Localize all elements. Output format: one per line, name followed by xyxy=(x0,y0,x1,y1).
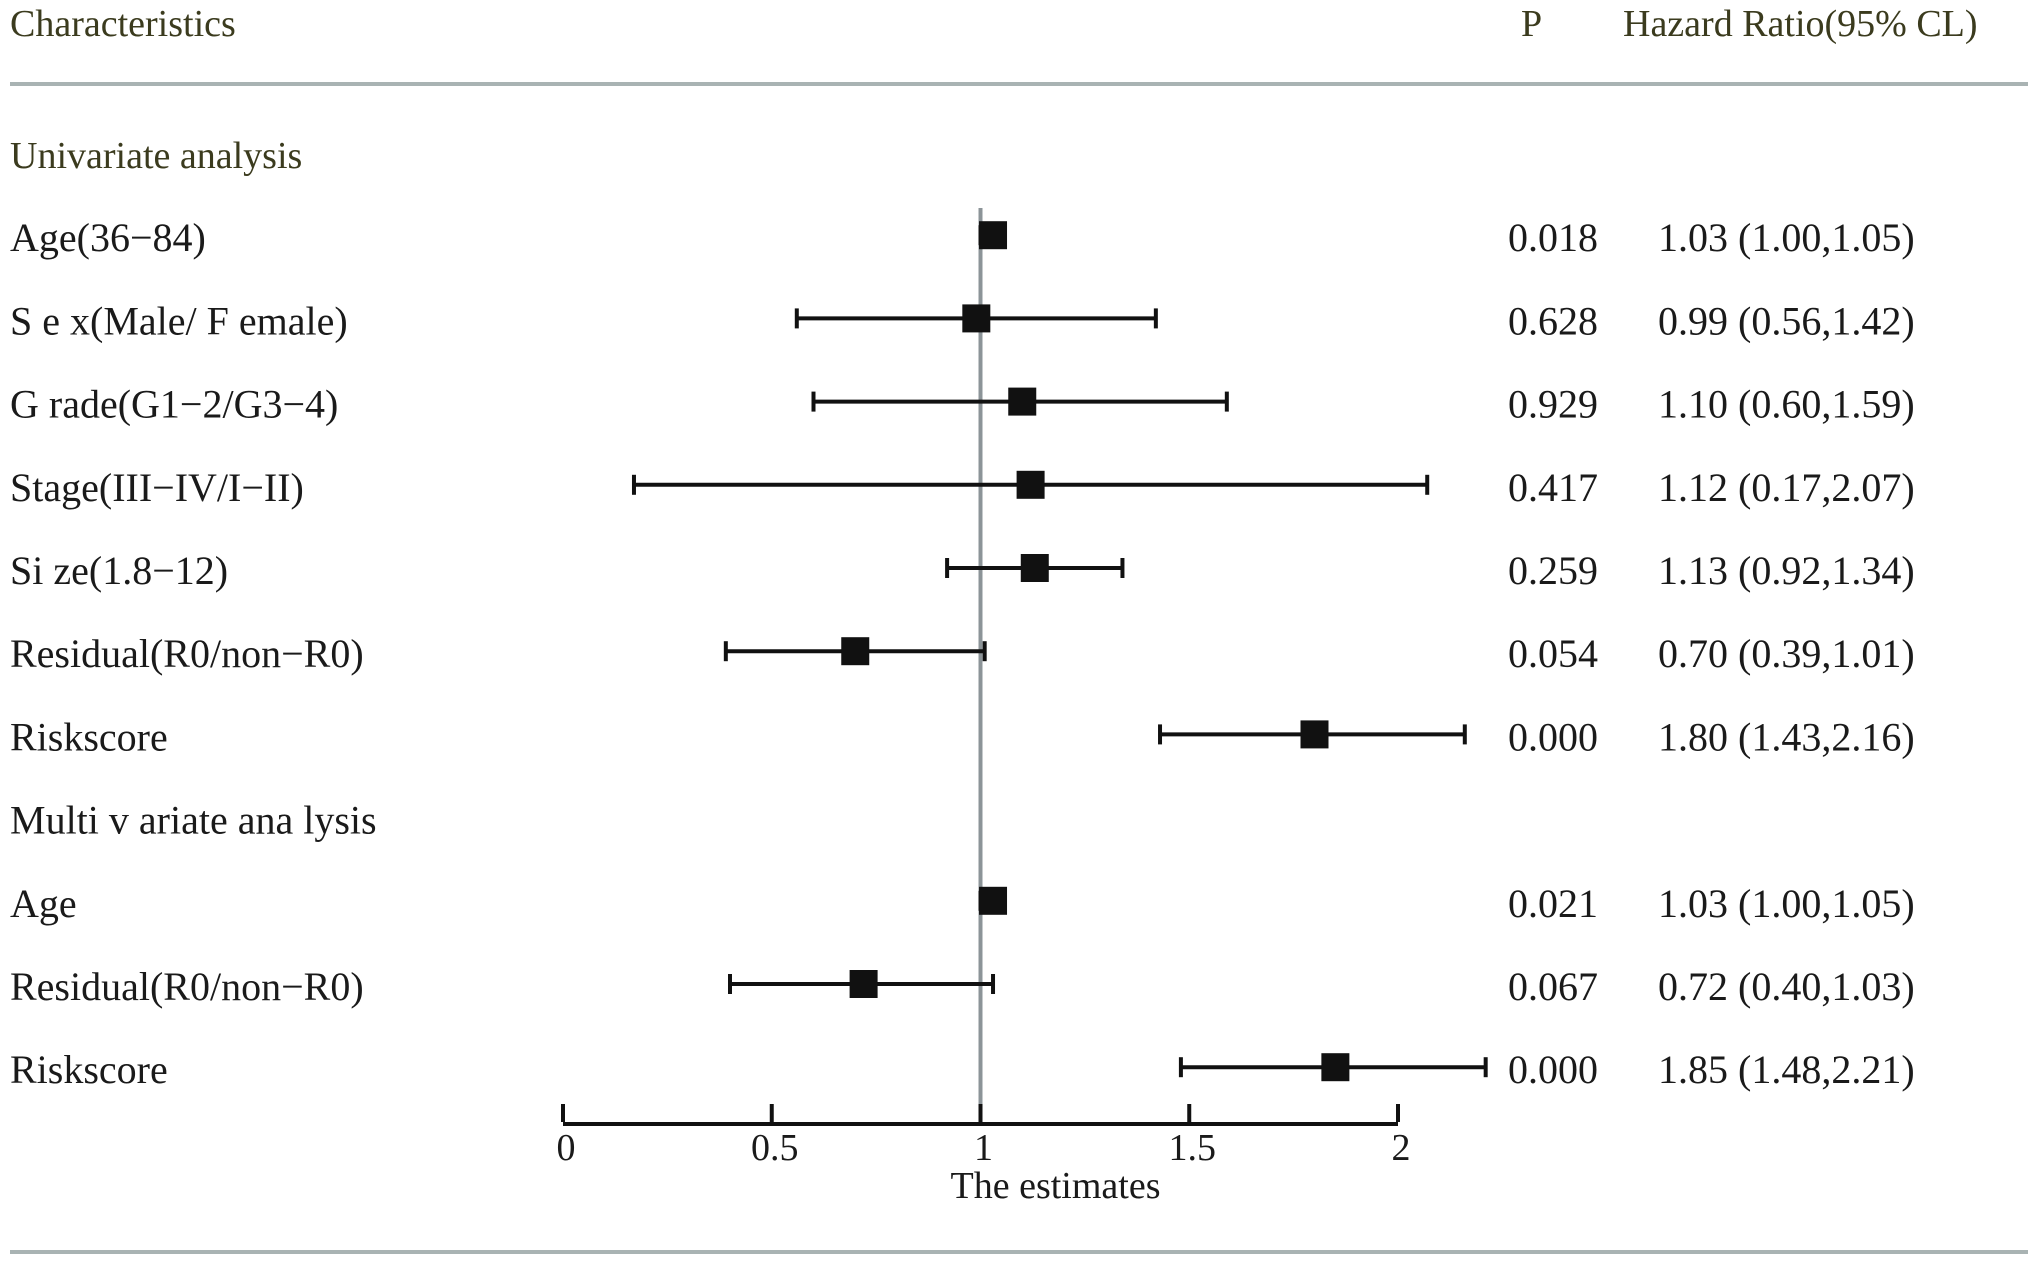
header-characteristics: Characteristics xyxy=(10,3,236,45)
hazard-ratio-value: 0.72 (0.40,1.03) xyxy=(1658,964,1915,1009)
hazard-ratio-value: 0.99 (0.56,1.42) xyxy=(1658,298,1915,343)
row-label: Residual(R0/non−R0) xyxy=(10,964,364,1009)
hazard-ratio-value: 1.85 (1.48,2.21) xyxy=(1658,1047,1915,1092)
hazard-ratio-value: 1.03 (1.00,1.05) xyxy=(1658,881,1915,926)
estimate-marker xyxy=(1321,1053,1350,1082)
p-value: 0.259 xyxy=(1508,548,1598,593)
row-label: Residual(R0/non−R0) xyxy=(10,631,364,676)
x-tick-label: 0.5 xyxy=(751,1127,799,1169)
p-value: 0.628 xyxy=(1508,298,1598,343)
p-value: 0.067 xyxy=(1508,964,1598,1009)
row-label: S e x(Male/ F emale) xyxy=(10,298,348,343)
estimate-marker xyxy=(1008,387,1037,416)
x-tick-label: 2 xyxy=(1392,1127,1411,1169)
row-label: Si ze(1.8−12) xyxy=(10,548,228,593)
row-label: Riskscore xyxy=(10,1047,168,1092)
top-rule xyxy=(10,82,2028,86)
estimate-marker xyxy=(1020,554,1049,582)
p-value: 0.417 xyxy=(1508,465,1598,510)
forest-rows: Univariate analysis Age(36−84) 0.018 1.03 (… xyxy=(10,135,1915,1092)
x-axis-title: The estimates xyxy=(951,1165,1161,1207)
estimate-marker xyxy=(841,637,870,666)
row-label: G rade(G1−2/G3−4) xyxy=(10,382,338,427)
estimate-marker xyxy=(979,886,1008,915)
p-value: 0.000 xyxy=(1508,1047,1598,1092)
hazard-ratio-value: 1.10 (0.60,1.59) xyxy=(1658,382,1915,427)
x-axis: 0 0.5 1 1.5 2 xyxy=(557,1104,1411,1169)
p-value: 0.000 xyxy=(1508,714,1598,759)
x-tick-label: 0 xyxy=(557,1127,576,1169)
bottom-rule xyxy=(10,1250,2028,1254)
hazard-ratio-value: 1.13 (0.92,1.34) xyxy=(1658,548,1915,593)
estimate-marker xyxy=(1016,470,1045,499)
section-label: Univariate analysis xyxy=(10,135,302,177)
header-hazard-ratio: Hazard Ratio(95% CL) xyxy=(1623,3,1978,45)
estimate-marker xyxy=(1300,720,1329,749)
estimate-marker xyxy=(962,304,991,333)
row-label: Age xyxy=(10,881,77,926)
hazard-ratio-value: 1.12 (0.17,2.07) xyxy=(1658,465,1915,510)
x-tick-label: 1 xyxy=(974,1127,993,1169)
row-label: Riskscore xyxy=(10,714,168,759)
p-value: 0.054 xyxy=(1508,631,1598,676)
hazard-ratio-value: 1.03 (1.00,1.05) xyxy=(1658,215,1915,260)
p-value: 0.021 xyxy=(1508,881,1598,926)
hazard-ratio-value: 1.80 (1.43,2.16) xyxy=(1658,714,1915,759)
header-p: P xyxy=(1521,3,1542,45)
row-label: Stage(III−IV/I−II) xyxy=(10,465,304,510)
p-value: 0.929 xyxy=(1508,382,1598,427)
section-label: Multi v ariate ana lysis xyxy=(10,798,377,843)
estimate-marker xyxy=(849,970,878,998)
p-value: 0.018 xyxy=(1508,215,1598,260)
row-label: Age(36−84) xyxy=(10,215,206,260)
x-tick-label: 1.5 xyxy=(1169,1127,1217,1169)
estimate-marker xyxy=(979,221,1008,250)
hazard-ratio-value: 0.70 (0.39,1.01) xyxy=(1658,631,1915,676)
